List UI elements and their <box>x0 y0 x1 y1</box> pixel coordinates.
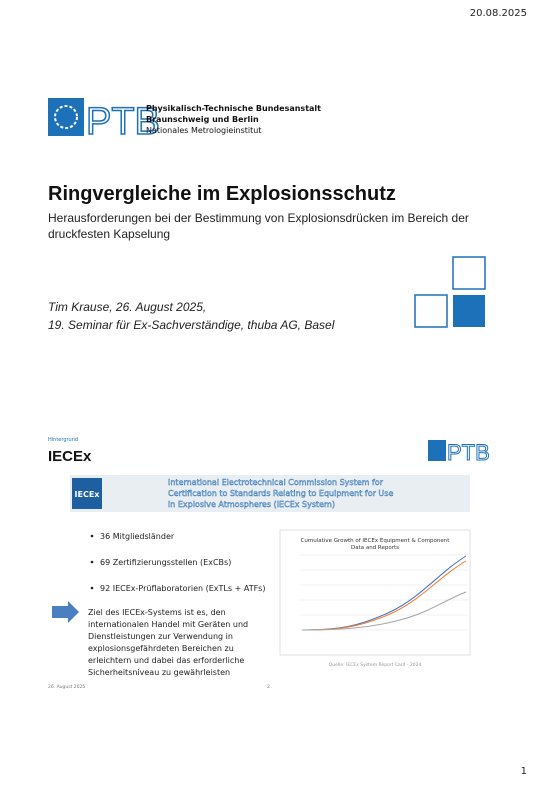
bullet <box>90 560 94 564</box>
section-label: Hintergrund <box>48 437 78 443</box>
banner-logo: IECEx <box>75 490 101 499</box>
banner-line: in Explosive Atmospheres (IECEx System) <box>168 500 335 509</box>
page-number: 1 <box>521 766 527 777</box>
figure-grid <box>300 554 468 631</box>
logo-emblem <box>48 98 84 136</box>
logo-line: Physikalisch-Technische Bundesanstalt <box>146 104 321 113</box>
bullet <box>90 534 94 538</box>
bullet <box>90 586 94 590</box>
figure-title: Data and Reports <box>351 545 399 551</box>
paragraph-line: Dienstleistungen zur Verwendung in <box>88 632 233 641</box>
logo-mark: PTB <box>447 440 490 465</box>
subtitle: Herausforderungen bei der Bestimmung von… <box>48 211 469 225</box>
paragraph-line: erleichtern und dabei das erforderliche <box>88 656 244 665</box>
logo-line: Braunschweig und Berlin <box>146 115 259 124</box>
figure-frame <box>279 529 471 656</box>
slide-title: IECEx <box>48 448 92 465</box>
paragraph-line: internationalen Handel mit Geräten und <box>88 620 248 629</box>
figure-caption: Quelle: IECEx System Report Card - 2024 <box>329 662 422 668</box>
logo-line: Nationales Metrologieinstitut <box>146 126 261 135</box>
paragraph: Ziel des IECEx-Systems ist es, den inter… <box>88 608 248 677</box>
bullet-text: 36 Mitgliedsländer <box>100 532 175 541</box>
arrow <box>52 601 79 623</box>
deco-square <box>452 256 486 290</box>
banner-line: Certification to Standards Relating to E… <box>168 489 393 498</box>
author: Tim Krause, 26. August 2025, <box>48 300 206 314</box>
slide-2: Hintergrund IECEx PTB IECEx Internationa… <box>48 437 490 690</box>
logo-emblem <box>428 440 446 461</box>
logo-emblem-ring <box>54 105 78 129</box>
deco-square <box>453 295 485 327</box>
paragraph-line: Sicherheitsniveau zu gewährleisten <box>88 668 230 677</box>
subtitle: druckfesten Kapselung <box>48 227 170 241</box>
author: 19. Seminar für Ex-Sachverständige, thub… <box>48 318 335 332</box>
logo-mark: PTB <box>86 101 160 143</box>
banner <box>70 475 470 512</box>
slide-1: PTB Physikalisch-Technische Bundesanstal… <box>48 98 486 332</box>
paragraph-line: explosionsgefährdeten Bereichen zu <box>88 644 234 653</box>
bullet-text: 92 IECEx-Prüflaboratorien (ExTLs + ATFs) <box>100 584 265 593</box>
footer-date: 26. August 2025 <box>48 684 85 690</box>
footer-page: 2 <box>267 684 270 690</box>
paragraph-line: Ziel des IECEx-Systems ist es, den <box>88 608 226 617</box>
deco-square <box>414 294 448 328</box>
figure-curve <box>301 591 467 631</box>
figure-title: Cumulative Growth of IECEx Equipment & C… <box>301 538 451 544</box>
figure: Cumulative Growth of IECEx Equipment & C… <box>279 529 471 668</box>
banner-line: International Electrotechnical Commissio… <box>168 478 384 487</box>
print-date: 20.08.2025 <box>470 8 527 19</box>
title: Ringvergleiche im Explosionsschutz <box>48 183 396 205</box>
bullet-text: 69 Zertifizierungsstellen (ExCBs) <box>100 558 231 567</box>
banner-logo-box <box>72 478 102 509</box>
